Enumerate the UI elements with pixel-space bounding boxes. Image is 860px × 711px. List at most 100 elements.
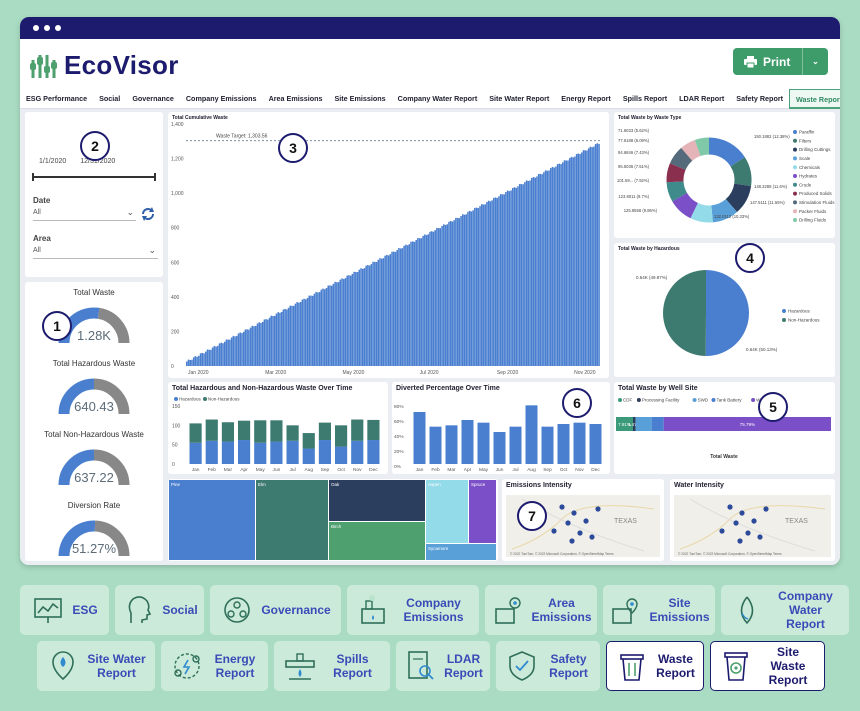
tab-spills-report[interactable]: Spills Report — [622, 93, 668, 103]
water-map[interactable]: TEXAS © 2022 TomTom, © 2022 Microsoft Cor… — [670, 479, 835, 561]
cumulative-bar — [273, 315, 276, 366]
cumulative-bar — [220, 342, 223, 366]
cumulative-bar — [480, 204, 483, 366]
tab-energy-report[interactable]: Energy Report — [561, 93, 611, 103]
cumulative-bar — [192, 357, 195, 366]
tab-area-emissions[interactable]: Area Emissions — [268, 93, 323, 103]
nav-row-1: ESG Social Governance Company Emissions Area… — [20, 585, 849, 635]
tab-company-emissions[interactable]: Company Emissions — [185, 93, 257, 103]
cumulative-bar — [322, 288, 324, 366]
cumulative-bar — [436, 227, 438, 366]
dashboard: 1/1/2020 12/31/2020 Date All ⌄ Area A — [20, 109, 840, 565]
bar-hazardous — [367, 440, 380, 464]
cumulative-bar — [532, 177, 535, 366]
date-to[interactable]: 12/31/2020 — [80, 158, 116, 165]
treemap-label: Aspen — [428, 482, 441, 487]
nav-button-safety-report[interactable]: Safety Report — [496, 641, 600, 691]
chevron-down-icon[interactable]: ⌄ — [812, 57, 819, 66]
cumulative-bar — [517, 186, 519, 366]
date-from[interactable]: 1/1/2020 — [39, 158, 67, 165]
cumulative-bar — [298, 302, 300, 366]
kpi-value: 1.28K — [77, 328, 111, 343]
nav-button-company-water-report[interactable]: Company Water Report — [721, 585, 849, 635]
cumulative-bar — [253, 326, 255, 366]
target-label: Waste Target: 1,303.56 — [216, 134, 268, 140]
tab-safety-report[interactable]: Safety Report — [736, 93, 784, 103]
cumulative-bar — [225, 339, 228, 366]
cumulative-bar — [299, 302, 302, 366]
nav-button-energy-report[interactable]: Energy Report — [161, 641, 268, 691]
bar-hazardous — [318, 440, 331, 464]
cumulative-bar — [401, 248, 404, 366]
nav-button-spills-report[interactable]: Spills Report — [274, 641, 390, 691]
pipe-spill-icon — [285, 653, 315, 680]
refresh-icon[interactable] — [140, 206, 156, 222]
nav-button-site-waste-report[interactable]: Site Waste Report — [710, 641, 825, 691]
donut-slice — [710, 198, 738, 223]
y-tick-label: 400 — [171, 295, 180, 301]
legend-dot — [782, 309, 786, 313]
haz-over-time-title: Total Hazardous and Non-Hazardous Waste … — [172, 385, 353, 392]
area-dropdown[interactable]: All ⌄ — [33, 245, 158, 259]
date-slider[interactable] — [30, 172, 160, 182]
print-button[interactable]: Print ⌄ — [733, 48, 828, 75]
cumulative-bar — [327, 285, 330, 366]
cumulative-bar — [518, 184, 521, 366]
x-tick-label: Nov 2020 — [574, 370, 596, 376]
nav-button-ldar-report[interactable]: LDAR Report — [396, 641, 490, 691]
tab-site-emissions[interactable]: Site Emissions — [334, 93, 386, 103]
legend-dot — [636, 398, 641, 402]
legend-label: Packer Fluids — [799, 209, 827, 214]
nav-button-area-emissions[interactable]: Area Emissions — [485, 585, 597, 635]
cumulative-bar — [410, 241, 412, 366]
nav-button-site-emissions[interactable]: Site Emissions — [603, 585, 715, 635]
cumulative-bar — [529, 180, 531, 366]
cumulative-bar — [405, 244, 407, 366]
legend-label: Produced Solids — [799, 191, 833, 196]
nav-button-waste-report[interactable]: Waste Report — [606, 641, 704, 691]
cumulative-bar — [204, 351, 207, 366]
cumulative-bar — [494, 197, 497, 366]
cumulative-bar — [251, 325, 254, 366]
nav-button-label: Site Waste Report — [768, 645, 808, 687]
nav-button-esg[interactable]: ESG — [20, 585, 109, 635]
tab-social[interactable]: Social — [99, 93, 121, 103]
tab-waste-report[interactable]: Waste Report — [789, 88, 840, 109]
cumulative-bar — [591, 147, 593, 366]
legend-label: Hazardous — [788, 309, 811, 314]
bar-hazardous — [189, 442, 202, 464]
nav-button-social[interactable]: Social — [115, 585, 204, 635]
nav-button-governance[interactable]: Governance — [210, 585, 341, 635]
donut-data-label: 125.8558 (9.86%) — [624, 208, 658, 213]
x-tick-label: Jun — [273, 467, 281, 473]
cumulative-bar — [396, 249, 399, 366]
tab-ldar-report[interactable]: LDAR Report — [679, 93, 725, 103]
cumulative-bar — [372, 261, 374, 366]
date-dropdown[interactable]: All ⌄ — [33, 207, 136, 221]
cumulative-bar — [305, 299, 307, 366]
tab-esg-performance[interactable]: ESG Performance — [26, 93, 88, 103]
cumulative-bar — [543, 172, 545, 366]
bar-non-hazardous — [367, 419, 380, 441]
x-tick-label: Dec — [369, 467, 378, 473]
treemap-tile — [469, 480, 496, 543]
shield-check-icon — [509, 651, 535, 681]
donut-data-label: 123.8011 (9.7%) — [618, 194, 649, 199]
tab-governance[interactable]: Governance — [132, 93, 174, 103]
date-range[interactable]: 1/1/2020 12/31/2020 — [39, 158, 115, 165]
map-region-label: TEXAS — [614, 518, 637, 525]
nav-button-site-water-report[interactable]: Site Water Report — [37, 641, 155, 691]
donut-data-label: 147.5111 (11.55%) — [750, 200, 785, 205]
kpi-value: 637.22 — [74, 470, 114, 485]
waste-type-donut: 71.6033 (5.62%) 77.6188 (6.09%) 94.6846 (7… — [617, 128, 835, 223]
nav-button-company-emissions[interactable]: Company Emissions — [347, 585, 479, 635]
tab-site-water-report[interactable]: Site Water Report — [489, 93, 550, 103]
cumulative-plot: 1,400 1,200 1,000 800 600 400 200 0 Waste Target… — [171, 122, 600, 376]
cumulative-bar — [441, 225, 443, 366]
callout-badge: 2 — [80, 131, 110, 161]
app-name: EcoVisor — [64, 50, 179, 80]
tab-company-water-report[interactable]: Company Water Report — [397, 93, 478, 103]
water-map-title: Water Intensity — [674, 482, 724, 489]
cumulative-bar — [474, 207, 476, 366]
cumulative-bar — [541, 174, 543, 366]
